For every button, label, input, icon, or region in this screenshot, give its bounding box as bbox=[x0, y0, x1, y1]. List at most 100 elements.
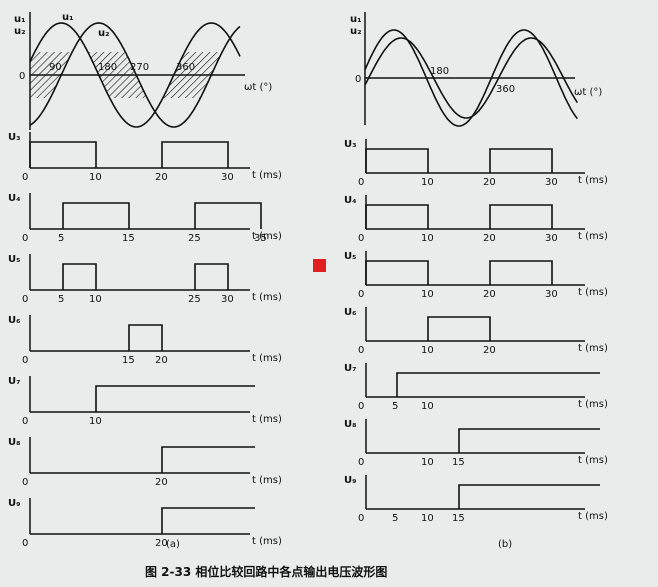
y-label-u2: u₂ bbox=[350, 26, 362, 37]
row-label: U₈ bbox=[8, 437, 21, 448]
waveform-row-u4: U₄ 0 5 15 25 35t (ms) bbox=[8, 193, 282, 244]
pulse-waveform bbox=[396, 372, 600, 397]
row-label: U₉ bbox=[8, 498, 21, 509]
tick-label: 10 bbox=[421, 289, 434, 300]
row-label: U₆ bbox=[8, 315, 21, 326]
tick-label: 10 bbox=[421, 233, 434, 244]
angle-label-360: 360 bbox=[176, 62, 195, 73]
panel-a-sine-diagram: u₁ u₂ u₁ u₂ 0 90 180 270 360 ωt (°) bbox=[14, 12, 272, 130]
row-label: U₈ bbox=[344, 419, 357, 430]
y-label-u1: u₁ bbox=[350, 14, 362, 25]
tick-label: 30 bbox=[221, 294, 234, 305]
time-axis-label: t (ms) bbox=[578, 511, 608, 522]
tick-label: 20 bbox=[483, 233, 496, 244]
time-axis-label: t (ms) bbox=[252, 414, 282, 425]
panel-b-pulse-rows: U₃0 10 20 30 t (ms)U₄0 10 20 30 t (ms)U₅0 10 20 30 t… bbox=[344, 139, 608, 524]
time-axis-label: t (ms) bbox=[578, 399, 608, 410]
row-label: U₄ bbox=[8, 193, 21, 204]
angle-label-180: 180 bbox=[430, 66, 449, 77]
y-label-u1: u₁ bbox=[14, 14, 26, 25]
angle-label-270: 270 bbox=[130, 62, 149, 73]
tick-label: 20 bbox=[483, 345, 496, 356]
tick-label: 0 bbox=[22, 355, 28, 366]
tick-label: 15 bbox=[122, 233, 135, 244]
tick-label: 10 bbox=[89, 294, 102, 305]
time-axis-label: t (ms) bbox=[252, 170, 282, 181]
tick-label: 5 bbox=[58, 294, 64, 305]
tick-label: 0 bbox=[358, 345, 364, 356]
waveform-row-u7: U₇ 0 5 10 t (ms) bbox=[344, 363, 608, 412]
tick-label: 30 bbox=[545, 177, 558, 188]
row-label: U₅ bbox=[8, 254, 21, 265]
tick-label: 20 bbox=[155, 477, 168, 488]
tick-label: 25 bbox=[188, 233, 201, 244]
tick-label: 30 bbox=[545, 289, 558, 300]
waveform-row-u9: U₉ 0 5 10 15 t (ms) bbox=[344, 475, 608, 524]
u1-waveform bbox=[29, 22, 241, 128]
tick-label: 10 bbox=[421, 177, 434, 188]
pulse-waveform bbox=[365, 260, 553, 285]
waveform-row-u4: U₄ 0 10 20 30 t (ms) bbox=[344, 195, 608, 244]
angle-label-360: 360 bbox=[496, 84, 515, 95]
u2-waveform bbox=[364, 37, 578, 119]
time-axis-label: t (ms) bbox=[578, 455, 608, 466]
tick-label: 5 bbox=[58, 233, 64, 244]
tick-label: 10 bbox=[89, 172, 102, 183]
tick-label: 30 bbox=[545, 233, 558, 244]
tick-label: 35 bbox=[254, 233, 267, 244]
panel-a-sublabel: (a) bbox=[166, 539, 180, 550]
pulse-waveform bbox=[427, 316, 491, 341]
tick-label: 0 bbox=[22, 294, 28, 305]
tick-label: 15 bbox=[122, 355, 135, 366]
tick-label: 0 bbox=[22, 172, 28, 183]
waveform-row-u8: U₈ 0 10 15 t (ms) bbox=[344, 419, 608, 468]
row-label: U₉ bbox=[344, 475, 357, 486]
tick-label: 20 bbox=[483, 289, 496, 300]
row-label: U₄ bbox=[344, 195, 357, 206]
time-axis-label: t (ms) bbox=[252, 475, 282, 486]
waveform-row-u8: U₈ 0 20 t (ms) bbox=[8, 437, 282, 488]
pulse-waveform bbox=[128, 324, 163, 351]
figure-caption: 图 2-33 相位比较回路中各点输出电压波形图 bbox=[145, 564, 387, 579]
pulse-waveform bbox=[29, 141, 229, 168]
y-label-u2: u₂ bbox=[14, 26, 26, 37]
tick-label: 5 bbox=[392, 513, 398, 524]
tick-label: 15 bbox=[452, 513, 465, 524]
tick-label: 5 bbox=[392, 401, 398, 412]
row-label: U₃ bbox=[8, 132, 21, 143]
angle-label-180: 180 bbox=[98, 62, 117, 73]
u1-waveform bbox=[364, 29, 578, 127]
tick-label: 0 bbox=[358, 401, 364, 412]
pulse-waveform bbox=[365, 204, 553, 229]
angle-label-90: 90 bbox=[49, 62, 62, 73]
tick-label: 10 bbox=[421, 513, 434, 524]
tick-label: 20 bbox=[483, 177, 496, 188]
tick-label: 0 bbox=[358, 233, 364, 244]
tick-label: 20 bbox=[155, 538, 168, 549]
pulse-waveform bbox=[62, 202, 262, 229]
waveform-row-u3: U₃ 0 10 20 30 t (ms) bbox=[344, 139, 608, 188]
omega-t-axis-label: ωt (°) bbox=[244, 82, 272, 93]
tick-label: 30 bbox=[221, 172, 234, 183]
pulse-waveform bbox=[95, 385, 255, 412]
u2-curve-label: u₂ bbox=[98, 28, 110, 39]
panel-b-sine-diagram: u₁ u₂ 0 180 360 ωt (°) bbox=[350, 12, 602, 127]
tick-label: 10 bbox=[421, 457, 434, 468]
tick-label: 10 bbox=[421, 345, 434, 356]
row-label: U₆ bbox=[344, 307, 357, 318]
tick-label: 25 bbox=[188, 294, 201, 305]
tick-label: 10 bbox=[421, 401, 434, 412]
time-axis-label: t (ms) bbox=[252, 353, 282, 364]
time-axis-label: t (ms) bbox=[578, 231, 608, 242]
tick-label: 0 bbox=[358, 457, 364, 468]
tick-label: 0 bbox=[358, 513, 364, 524]
tick-label: 20 bbox=[155, 355, 168, 366]
red-marker bbox=[313, 259, 326, 272]
tick-label: 0 bbox=[358, 177, 364, 188]
tick-label: 0 bbox=[22, 477, 28, 488]
pulse-waveform bbox=[365, 148, 553, 173]
waveform-row-u5: U₅ 0 10 20 30 t (ms) bbox=[344, 251, 608, 300]
time-axis-label: t (ms) bbox=[578, 175, 608, 186]
tick-label: 0 bbox=[22, 538, 28, 549]
